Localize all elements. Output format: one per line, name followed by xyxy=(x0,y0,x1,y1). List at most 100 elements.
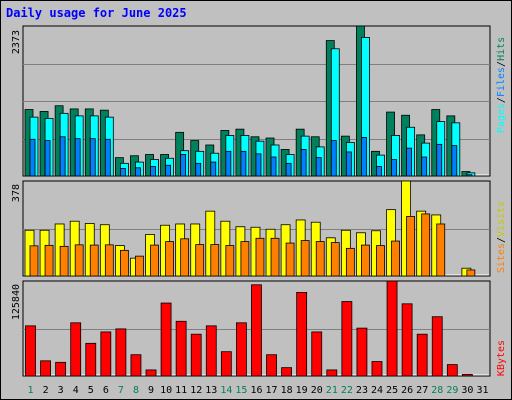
panel-1-legend: Pages/Files/Hits xyxy=(496,37,507,133)
sites-bar xyxy=(270,237,280,277)
day-label: 30 xyxy=(461,385,473,396)
panel-3-max-label: 125840 xyxy=(11,284,22,320)
sites-bar xyxy=(165,241,174,277)
sites-bar xyxy=(315,241,325,277)
sites-bar xyxy=(135,255,144,277)
sites-bar xyxy=(255,237,265,277)
pages-bar xyxy=(451,145,458,177)
panel-1-legend-part: Pages xyxy=(496,103,507,133)
day-label: 19 xyxy=(296,385,308,396)
day-label: 8 xyxy=(133,385,139,396)
sites-bar xyxy=(436,223,446,277)
kbytes-bar xyxy=(205,325,217,377)
day-label: 20 xyxy=(311,385,323,396)
pages-bar xyxy=(59,136,66,177)
sites-bar xyxy=(210,244,220,277)
sites-bar xyxy=(330,242,340,277)
pages-bar xyxy=(315,157,322,177)
sites-bar xyxy=(391,240,400,277)
sites-bar xyxy=(180,238,190,277)
panel-1-legend-part: Files xyxy=(496,67,507,97)
panel-3-legend: KBytes xyxy=(496,340,507,376)
sites-bar xyxy=(345,247,355,277)
pages-bar xyxy=(300,149,307,177)
kbytes-bar xyxy=(25,325,36,377)
kbytes-bar xyxy=(145,369,157,377)
pages-bar xyxy=(330,140,337,177)
sites-bar xyxy=(119,249,129,277)
panel-1-legend-part: / xyxy=(496,61,507,67)
pages-bar xyxy=(135,167,141,177)
panel-2-legend: Sites/Visits xyxy=(496,201,507,273)
panel-1-legend-part: / xyxy=(496,97,507,103)
pages-bar xyxy=(150,166,156,177)
pages-bar xyxy=(240,150,247,177)
sites-bar xyxy=(285,242,295,277)
pages-bar xyxy=(345,151,352,177)
kbytes-bar xyxy=(461,374,473,377)
sites-bar xyxy=(29,245,39,277)
sites-bar xyxy=(44,244,54,277)
day-label: 10 xyxy=(160,385,172,396)
day-label: 14 xyxy=(220,385,232,396)
pages-bar xyxy=(391,159,397,177)
kbytes-bar xyxy=(446,364,458,377)
sites-bar xyxy=(406,216,416,277)
sites-bar xyxy=(74,244,84,277)
pages-bar xyxy=(44,140,51,177)
kbytes-bar xyxy=(251,284,262,377)
pages-bar xyxy=(285,162,292,177)
pages-bar xyxy=(119,168,126,177)
day-label: 11 xyxy=(175,385,187,396)
day-label: 5 xyxy=(88,385,94,396)
day-label: 18 xyxy=(281,385,293,396)
sites-bar xyxy=(150,244,159,277)
kbytes-bar xyxy=(40,360,51,377)
visits-bar xyxy=(205,210,216,277)
kbytes-bar xyxy=(431,316,443,377)
day-label: 27 xyxy=(416,385,428,396)
pages-bar xyxy=(466,174,473,177)
kbytes-bar xyxy=(55,361,67,377)
pages-bar xyxy=(180,154,187,177)
pages-bar xyxy=(195,162,202,177)
kbytes-bar xyxy=(220,351,232,377)
pages-bar xyxy=(436,143,443,177)
day-label: 2 xyxy=(43,385,49,396)
day-label: 24 xyxy=(371,385,383,396)
day-label: 4 xyxy=(73,385,79,396)
panel-2-legend-part: Visits xyxy=(496,201,507,237)
day-label: 31 xyxy=(476,385,488,396)
kbytes-bar xyxy=(371,361,383,377)
kbytes-bar xyxy=(85,342,97,377)
kbytes-bar xyxy=(70,322,82,377)
pages-bar xyxy=(376,166,382,177)
pages-bar xyxy=(361,136,367,177)
sites-bar xyxy=(300,240,310,277)
day-label: 9 xyxy=(148,385,154,396)
day-label: 29 xyxy=(446,385,458,396)
day-label: 22 xyxy=(341,385,353,396)
sites-bar xyxy=(59,245,69,277)
panel-1-max-label: 2373 xyxy=(11,30,22,54)
sites-bar xyxy=(376,245,385,277)
pages-bar xyxy=(270,156,277,177)
pages-bar xyxy=(29,138,36,177)
day-label: 3 xyxy=(58,385,64,396)
kbytes-bar xyxy=(100,331,112,377)
panel-2-legend-part: / xyxy=(496,237,507,243)
day-label: 15 xyxy=(235,385,247,396)
pages-bar xyxy=(421,156,428,177)
day-label: 7 xyxy=(118,385,124,396)
sites-bar xyxy=(361,244,370,277)
pages-bar xyxy=(255,153,262,177)
pages-bar xyxy=(89,138,96,177)
kbytes-bar xyxy=(266,354,277,377)
day-label: 21 xyxy=(326,385,338,396)
kbytes-bar xyxy=(160,302,172,377)
panel-2-legend-part: Sites xyxy=(496,243,507,273)
day-label: 1 xyxy=(28,385,34,396)
sites-bar xyxy=(466,269,476,277)
kbytes-bar xyxy=(386,280,398,377)
